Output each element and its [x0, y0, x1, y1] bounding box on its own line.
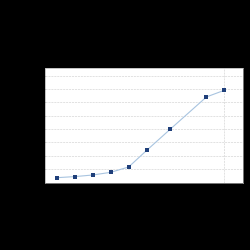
Point: [145, 148, 149, 152]
Point: [127, 165, 131, 169]
Point: [204, 95, 208, 99]
Point: [168, 127, 172, 131]
Point: [90, 173, 94, 177]
Point: [54, 176, 58, 180]
X-axis label: Human TET2
Concentration (ng/ml): Human TET2 Concentration (ng/ml): [102, 198, 186, 218]
Point: [73, 174, 77, 178]
Point: [109, 170, 113, 174]
Y-axis label: OD: OD: [14, 119, 23, 131]
Point: [222, 88, 226, 92]
